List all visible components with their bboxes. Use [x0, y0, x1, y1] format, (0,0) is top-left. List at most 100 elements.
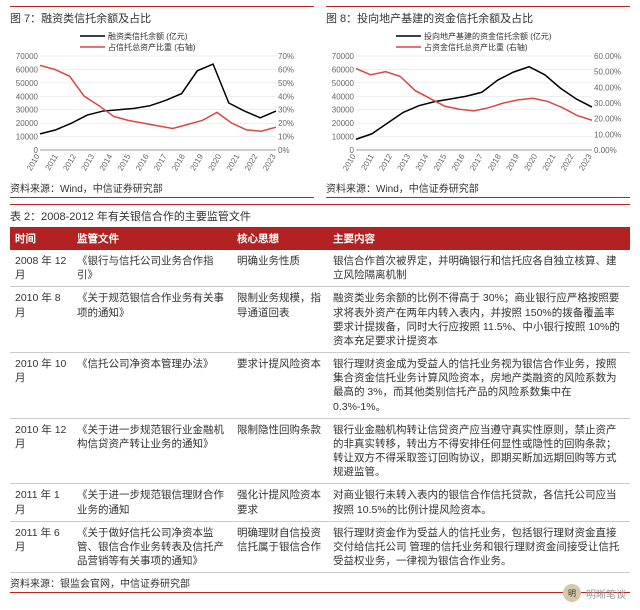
svg-text:2012: 2012 — [61, 152, 78, 172]
svg-text:2013: 2013 — [396, 152, 413, 172]
chart-7: 图 7：融资类信托余额及占比 融资类信托余额 (亿元)占信托总资产比重 (右轴)… — [10, 6, 314, 198]
col-doc: 监管文件 — [72, 227, 232, 250]
chart-7-source: 资料来源：Wind，中信证券研究部 — [10, 180, 314, 198]
table-row: 2010 年 10 月《信托公司净资本管理办法》要求计提风险资本银行理财资金成为… — [10, 353, 630, 419]
svg-text:2010: 2010 — [25, 152, 42, 172]
table-cell: 《信托公司净资本管理办法》 — [72, 353, 232, 419]
svg-text:2014: 2014 — [98, 152, 115, 172]
svg-text:50.00%: 50.00% — [594, 68, 621, 77]
table-row: 2011 年 1 月《关于进一步规范银信理财合作业务的通知强化计提风险资本要求对… — [10, 484, 630, 521]
col-time: 时间 — [10, 227, 72, 250]
table-cell: 融资类业务余额的比例不得高于 30%；商业银行应严格按照要求将表外资产在两年内转… — [328, 287, 630, 353]
table-cell: 《关于进一步规范银行业金融机构信贷资产转让业务的通知》 — [72, 418, 232, 484]
svg-text:2022: 2022 — [243, 152, 260, 172]
table-cell: 限制业务规模，指导通道回表 — [232, 287, 328, 353]
svg-text:2016: 2016 — [450, 152, 467, 172]
svg-text:60000: 60000 — [332, 65, 355, 74]
svg-text:2019: 2019 — [504, 152, 521, 172]
table-cell: 银行业金融机构转让信贷资产应当遵守真实性原则，禁止资产的非真实转移，转出方不得安… — [328, 418, 630, 484]
svg-text:2017: 2017 — [152, 152, 169, 172]
chart-8: 图 8：投向地产基建的资金信托余额及占比 投向地产基建的资金信托余额 (亿元)占… — [326, 6, 630, 198]
table-cell: 2011 年 1 月 — [10, 484, 72, 521]
col-idea: 核心思想 — [232, 227, 328, 250]
table-cell: 2008 年 12 月 — [10, 250, 72, 287]
svg-text:20%: 20% — [278, 119, 294, 128]
svg-text:20000: 20000 — [332, 119, 355, 128]
chart-8-svg: 投向地产基建的资金信托余额 (亿元)占资金信托总资产比重 (右轴)0100002… — [326, 28, 626, 178]
chart-8-title: 图 8：投向地产基建的资金信托余额及占比 — [326, 6, 630, 26]
svg-text:50000: 50000 — [16, 79, 39, 88]
table-cell: 限制隐性回购条款 — [232, 418, 328, 484]
table-cell: 《关于做好信托公司净资本监管、银信合作业务转表及信托产品营销等有关事项的通知》 — [72, 521, 232, 573]
svg-text:2020: 2020 — [523, 152, 540, 172]
table-cell: 银行理财资金作为受益人的信托业务，包括银行理财资金直接交付给信托公司 管理的信托… — [328, 521, 630, 573]
table-header-row: 时间 监管文件 核心思想 主要内容 — [10, 227, 630, 250]
svg-text:2023: 2023 — [261, 152, 278, 172]
svg-text:50000: 50000 — [332, 79, 355, 88]
table-row: 2011 年 6 月《关于做好信托公司净资本监管、银信合作业务转表及信托产品营销… — [10, 521, 630, 573]
table-cell: 银信合作首次被界定，并明确银行和信托应各自独立核算、建立风险隔离机制 — [328, 250, 630, 287]
table-cell: 银行理财资金成为受益人的信托业务视为银信合作业务，按照集合资金信托业务计算风险资… — [328, 353, 630, 419]
svg-text:2016: 2016 — [134, 152, 151, 172]
svg-text:0%: 0% — [278, 146, 290, 155]
svg-text:2013: 2013 — [80, 152, 97, 172]
svg-text:10000: 10000 — [16, 133, 39, 142]
chart-8-source: 资料来源：Wind，中信证券研究部 — [326, 180, 630, 198]
svg-text:20000: 20000 — [16, 119, 39, 128]
svg-text:40%: 40% — [278, 92, 294, 101]
chart-7-title: 图 7：融资类信托余额及占比 — [10, 6, 314, 26]
table-cell: 要求计提风险资本 — [232, 353, 328, 419]
watermark: 明 明晰笔谈 — [563, 584, 626, 602]
svg-text:10.00%: 10.00% — [594, 130, 621, 139]
table-cell: 2010 年 8 月 — [10, 287, 72, 353]
svg-text:2019: 2019 — [188, 152, 205, 172]
table-cell: 对商业银行未转入表内的银信合作信托贷款，各信托公司应当按照 10.5%的比例计提… — [328, 484, 630, 521]
svg-text:70000: 70000 — [16, 52, 39, 61]
svg-text:2011: 2011 — [43, 152, 60, 172]
svg-text:30%: 30% — [278, 106, 294, 115]
col-main: 主要内容 — [328, 227, 630, 250]
table-cell: 《关于进一步规范银信理财合作业务的通知 — [72, 484, 232, 521]
table-cell: 强化计提风险资本要求 — [232, 484, 328, 521]
svg-text:10%: 10% — [278, 133, 294, 142]
svg-text:2018: 2018 — [486, 152, 503, 172]
svg-text:占资金信托总资产比重 (右轴): 占资金信托总资产比重 (右轴) — [424, 42, 528, 52]
svg-text:10000: 10000 — [332, 133, 355, 142]
svg-text:2014: 2014 — [414, 152, 431, 172]
table-cell: 明确理财自信投资信托属于银信合作 — [232, 521, 328, 573]
regulatory-table: 时间 监管文件 核心思想 主要内容 2008 年 12 月《银行与信托公司业务合… — [10, 227, 630, 573]
charts-row: 图 7：融资类信托余额及占比 融资类信托余额 (亿元)占信托总资产比重 (右轴)… — [10, 6, 630, 198]
svg-text:投向地产基建的资金信托余额 (亿元): 投向地产基建的资金信托余额 (亿元) — [424, 31, 552, 41]
svg-text:2021: 2021 — [225, 152, 242, 172]
svg-text:2020: 2020 — [207, 152, 224, 172]
svg-text:30.00%: 30.00% — [594, 99, 621, 108]
svg-text:2023: 2023 — [577, 152, 594, 172]
table-row: 2010 年 8 月《关于规范银信合作业务有关事项的通知》限制业务规模，指导通道… — [10, 287, 630, 353]
svg-text:2018: 2018 — [170, 152, 187, 172]
svg-text:2017: 2017 — [468, 152, 485, 172]
svg-text:60000: 60000 — [16, 65, 39, 74]
svg-text:40.00%: 40.00% — [594, 83, 621, 92]
chart-7-svg: 融资类信托余额 (亿元)占信托总资产比重 (右轴)010000200003000… — [10, 28, 310, 178]
table-title: 表 2：2008-2012 年有关银信合作的主要监管文件 — [10, 204, 630, 224]
svg-text:2021: 2021 — [541, 152, 558, 172]
svg-text:2012: 2012 — [377, 152, 394, 172]
svg-text:30000: 30000 — [16, 106, 39, 115]
svg-text:2011: 2011 — [359, 152, 376, 172]
svg-text:60%: 60% — [278, 65, 294, 74]
svg-text:2010: 2010 — [341, 152, 358, 172]
watermark-text: 明晰笔谈 — [586, 586, 626, 601]
svg-text:2022: 2022 — [559, 152, 576, 172]
table-cell: 《关于规范银信合作业务有关事项的通知》 — [72, 287, 232, 353]
watermark-badge-icon: 明 — [563, 584, 581, 602]
table-cell: 2011 年 6 月 — [10, 521, 72, 573]
table-cell: 明确业务性质 — [232, 250, 328, 287]
svg-text:占信托总资产比重 (右轴): 占信托总资产比重 (右轴) — [108, 42, 196, 52]
svg-text:70000: 70000 — [332, 52, 355, 61]
table-row: 2010 年 12 月《关于进一步规范银行业金融机构信贷资产转让业务的通知》限制… — [10, 418, 630, 484]
svg-text:融资类信托余额 (亿元): 融资类信托余额 (亿元) — [108, 31, 188, 41]
svg-text:20.00%: 20.00% — [594, 115, 621, 124]
svg-text:60.00%: 60.00% — [594, 52, 621, 61]
svg-text:40000: 40000 — [332, 92, 355, 101]
svg-text:0.00%: 0.00% — [594, 146, 617, 155]
